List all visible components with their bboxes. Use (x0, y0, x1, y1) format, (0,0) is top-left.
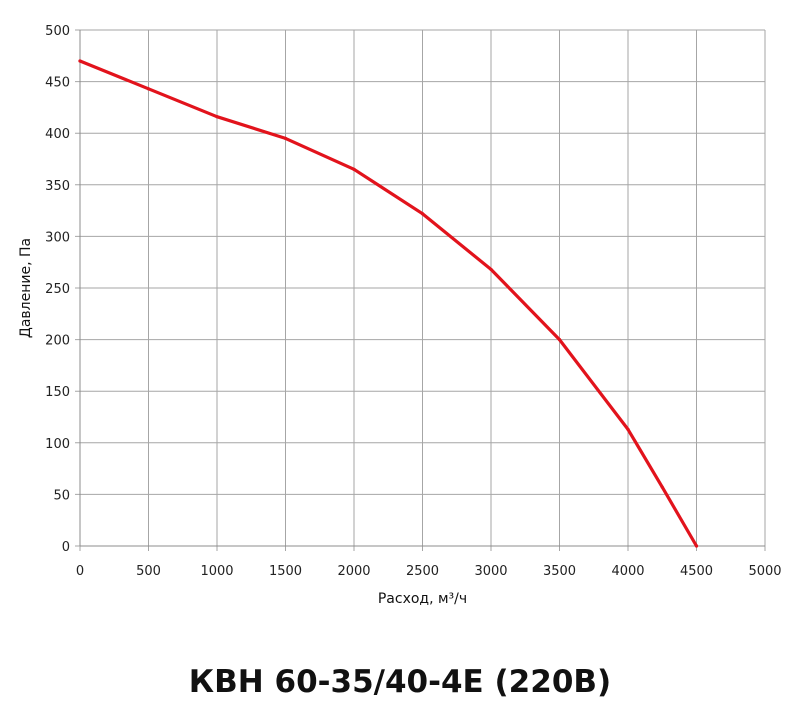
x-tick-label: 0 (76, 564, 84, 579)
y-tick-label: 350 (45, 179, 70, 194)
x-tick-label: 5000 (748, 564, 781, 579)
x-tick-label: 1000 (200, 564, 233, 579)
x-tick-label: 3500 (543, 564, 576, 579)
y-tick-label: 200 (45, 334, 70, 349)
data-point (660, 485, 664, 489)
data-point (215, 115, 219, 119)
chart-title: КВН 60-35/40-4Е (220В) (189, 664, 611, 700)
data-points (78, 59, 699, 548)
y-tick-label: 0 (62, 540, 70, 555)
y-tick-labels: 0 50 100 150 200 250 300 350 400 450 500 (45, 24, 70, 555)
x-tick-label: 1500 (269, 564, 302, 579)
data-point (146, 87, 151, 91)
data-point (283, 136, 288, 140)
data-point (352, 167, 356, 171)
y-tick-label: 150 (45, 385, 70, 400)
x-tick-labels: 0 500 1000 1500 2000 2500 3000 3500 4000 4500 5000 (76, 564, 782, 579)
y-tick-label: 100 (45, 437, 70, 452)
y-tick-label: 50 (53, 488, 70, 503)
y-tick-label: 250 (45, 282, 70, 297)
data-point (420, 212, 425, 216)
x-tick-label: 4000 (611, 564, 644, 579)
data-point (557, 338, 562, 342)
x-tick-label: 2500 (406, 564, 439, 579)
y-tick-label: 400 (45, 127, 70, 142)
y-tick-label: 500 (45, 24, 70, 39)
x-tick-label: 3000 (474, 564, 507, 579)
data-point (626, 427, 630, 431)
y-axis-label: Давление, Па (18, 238, 34, 338)
y-tick-label: 450 (45, 76, 70, 91)
data-point (694, 544, 699, 548)
x-tick-label: 500 (136, 564, 161, 579)
x-axis-label: Расход, м³/ч (378, 591, 467, 607)
data-point (78, 59, 82, 63)
x-tick-label: 4500 (680, 564, 713, 579)
y-tick-label: 300 (45, 230, 70, 245)
data-point (489, 267, 493, 272)
x-tick-label: 2000 (337, 564, 370, 579)
